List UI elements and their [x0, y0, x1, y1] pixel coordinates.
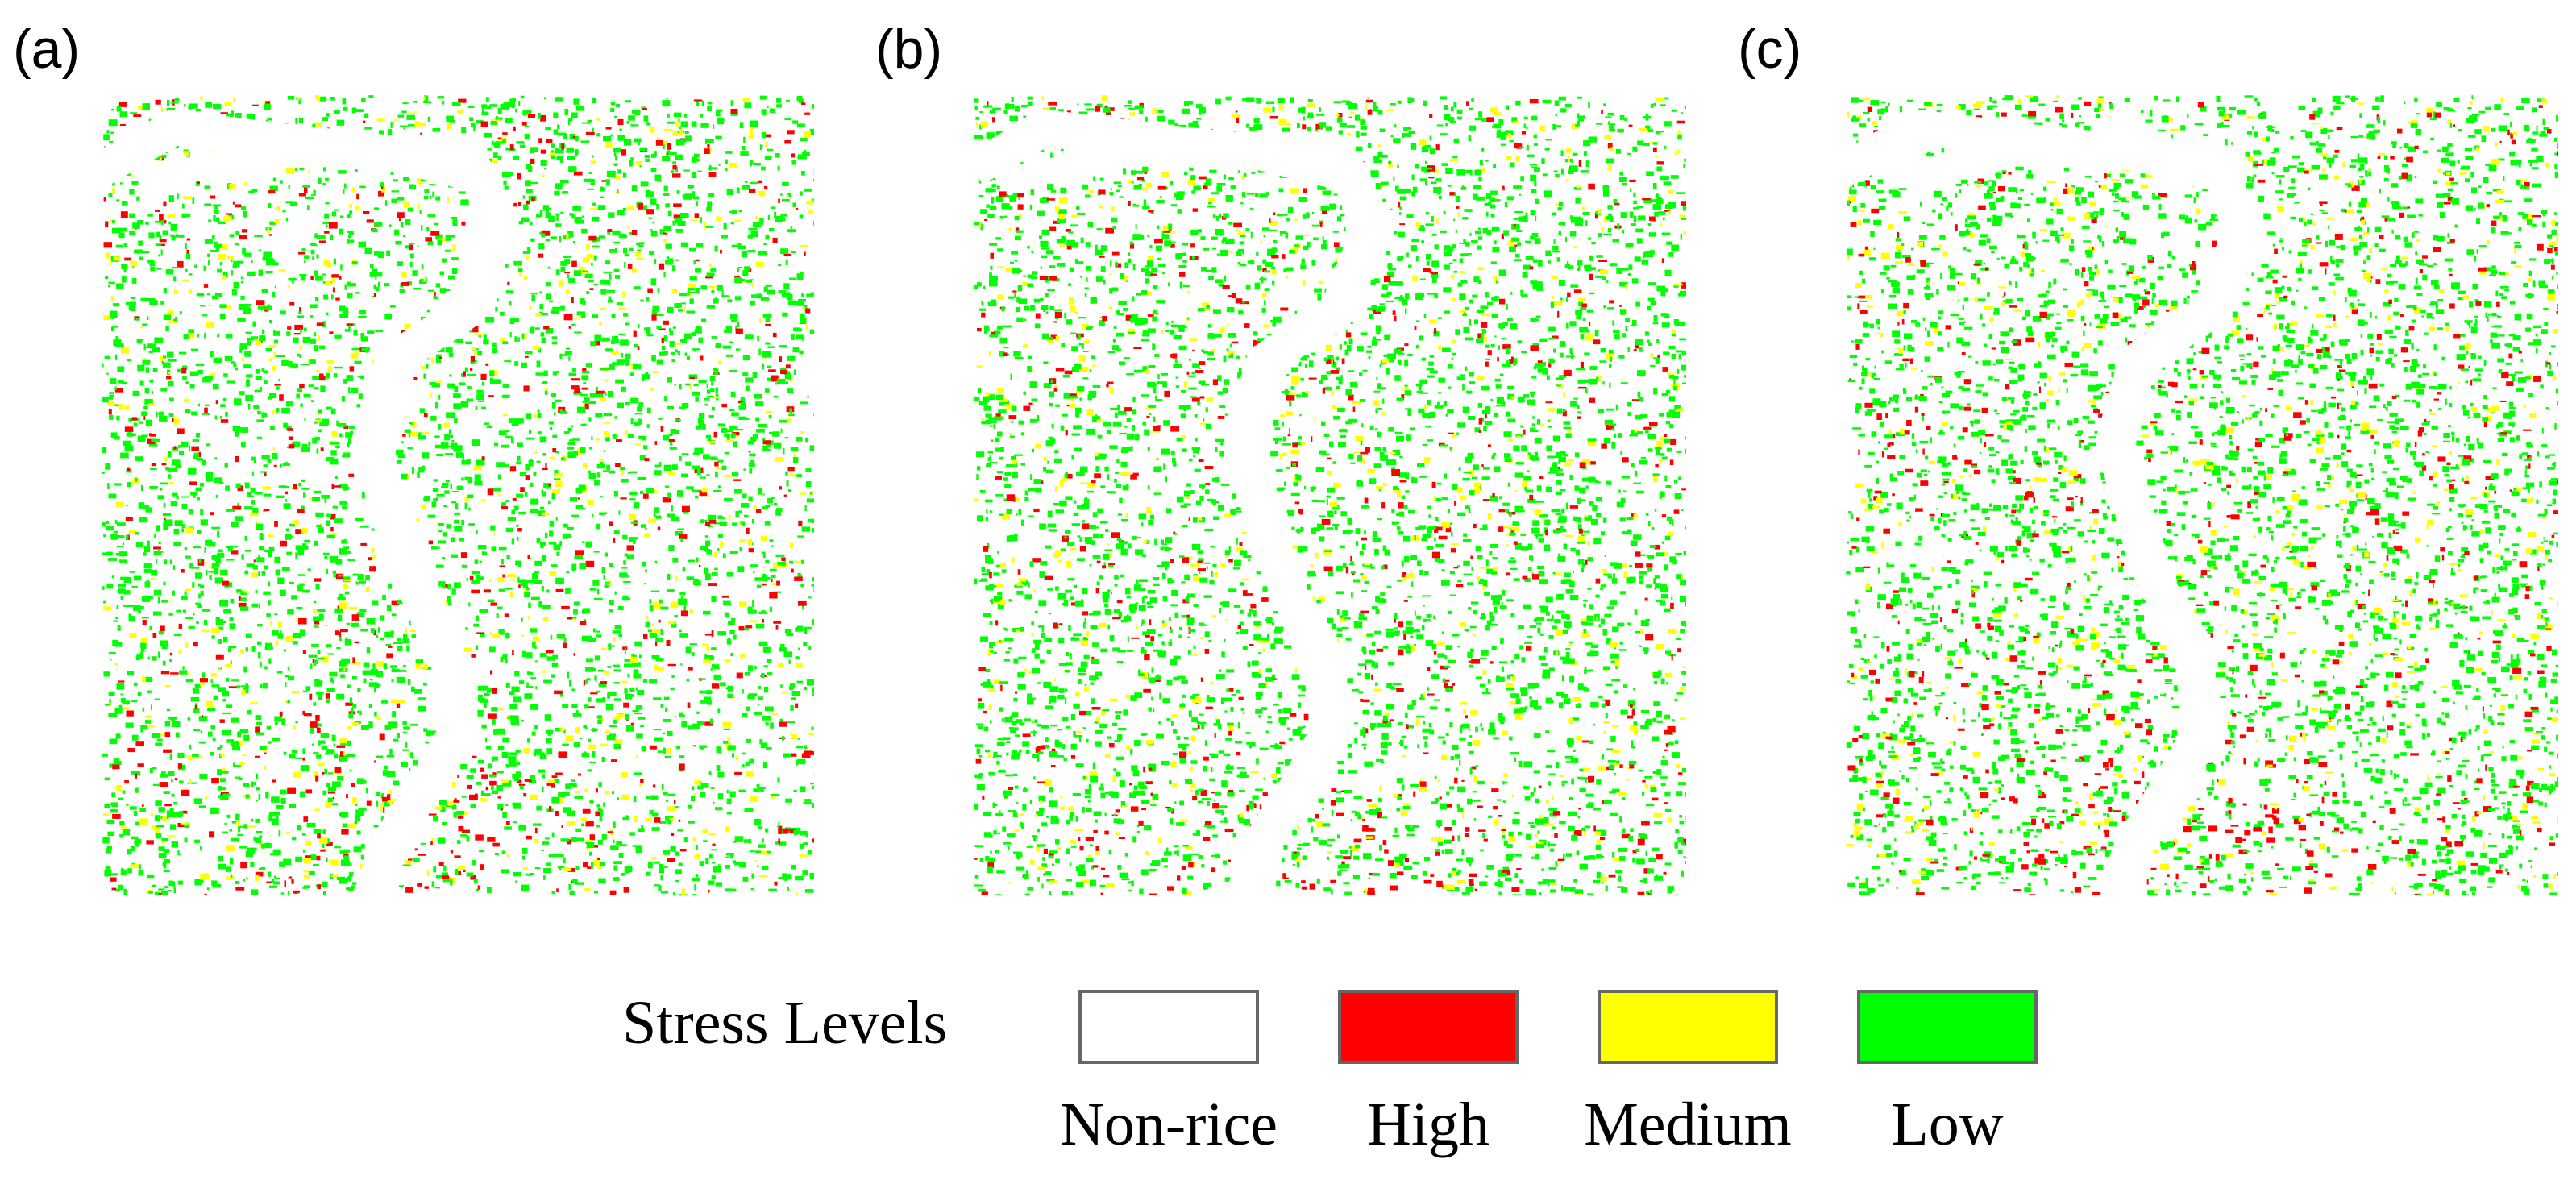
legend-swatch-medium [1598, 990, 1778, 1064]
panel-label-a: (a) [13, 19, 81, 80]
stress-pixels [1846, 95, 2558, 895]
legend-swatch-low [1857, 990, 2038, 1064]
legend-label-high: High [1367, 1091, 1490, 1158]
river-channel [102, 110, 514, 895]
stress-pixels [974, 95, 1686, 895]
stress-map-b [974, 95, 1686, 895]
legend-swatch-high [1338, 990, 1519, 1064]
stress-pixels [102, 95, 814, 895]
panel-label-c: (c) [1738, 19, 1802, 80]
river-channel [1846, 110, 2258, 895]
river-channel [974, 110, 1386, 895]
stress-map-a [102, 95, 814, 895]
legend-title: Stress Levels [622, 989, 948, 1057]
stress-map-c [1846, 95, 2558, 895]
panel-label-b: (b) [875, 19, 943, 80]
legend-label-non-rice: Non-rice [1059, 1091, 1278, 1158]
legend-label-low: Low [1891, 1091, 2004, 1158]
legend-label-medium: Medium [1584, 1091, 1792, 1158]
legend-swatch-non-rice [1078, 990, 1259, 1064]
